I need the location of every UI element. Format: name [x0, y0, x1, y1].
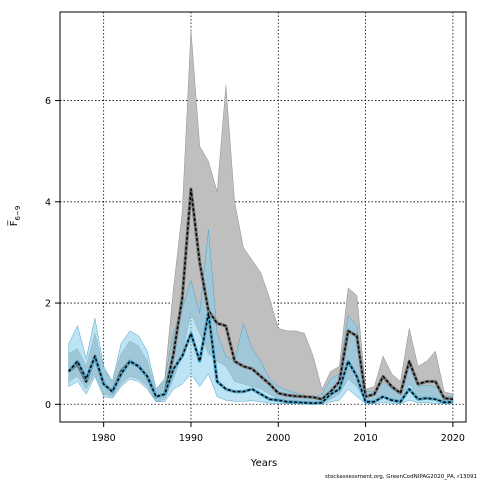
- y-axis-title-symbol: F̅: [7, 220, 20, 227]
- x-axis-title: Years: [250, 458, 277, 469]
- x-tick-label-2010: 2010: [353, 433, 377, 444]
- y-tick-label-4: 4: [45, 197, 51, 208]
- y-tick-label-6: 6: [45, 96, 51, 107]
- svg-text:F̅6−9: F̅6−9: [7, 206, 22, 227]
- y-axis: 0 2 4 6: [45, 96, 60, 411]
- series-lines: [67, 187, 454, 405]
- x-tick-label-2000: 2000: [266, 433, 290, 444]
- y-tick-label-2: 2: [45, 299, 51, 310]
- series-line-2: [68, 312, 453, 405]
- x-tick-label-2020: 2020: [441, 433, 465, 444]
- plot-frame: [59, 11, 467, 423]
- y-axis-title-subscript: 6−9: [14, 206, 22, 221]
- credit-text: stockassessment.org, GreenCodNIPAG2020_P…: [325, 474, 477, 480]
- confidence-bands: [68, 29, 454, 405]
- x-axis: 1980 1990 2000 2010 2020: [92, 422, 465, 444]
- x-tick-label-1990: 1990: [179, 433, 203, 444]
- y-tick-label-0: 0: [45, 400, 51, 411]
- y-axis-title: F̅6−9: [7, 206, 22, 227]
- x-tick-label-1980: 1980: [92, 433, 116, 444]
